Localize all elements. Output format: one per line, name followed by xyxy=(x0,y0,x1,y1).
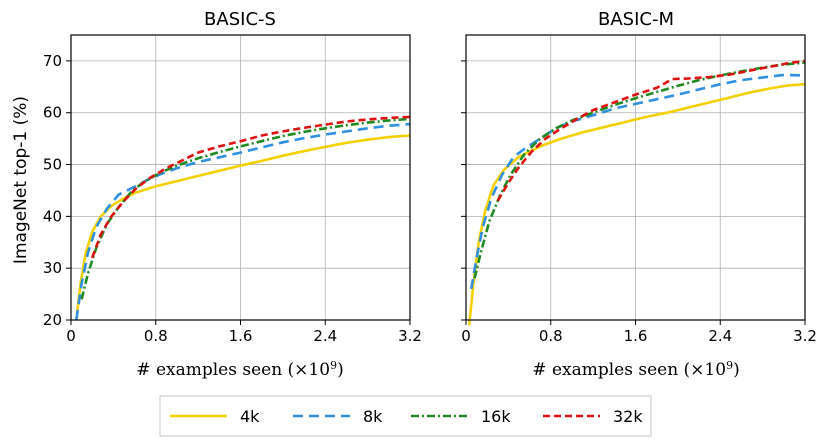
series-line-4k xyxy=(467,82,806,326)
y-tick-label: 30 xyxy=(43,259,62,277)
legend-label-16k: 16k xyxy=(481,407,511,426)
x-axis-label-basic-s: # examples seen (×109) xyxy=(136,359,343,381)
x-tick-label: 0.8 xyxy=(539,327,563,345)
series-line-4k xyxy=(75,134,411,321)
series-line-32k xyxy=(90,115,411,259)
series-layer xyxy=(467,59,806,326)
y-tick-label: 40 xyxy=(43,207,62,225)
x-tick-label: 3.2 xyxy=(398,327,422,345)
chart-panel-basic-s: BASIC-S 0 0.8 1.6 2.4 3.2 20 30 40 50 60 70 xyxy=(43,9,422,345)
x-tick-label: 1.6 xyxy=(624,327,648,345)
x-tick-label: 3.2 xyxy=(793,327,817,345)
x-axis-label-suffix: ) xyxy=(733,360,740,380)
series-line-32k xyxy=(496,59,806,202)
legend: 4k 8k 16k 32k xyxy=(159,395,652,437)
x-tick-label: 2.4 xyxy=(708,327,732,345)
axis-ticks: 0 0.8 1.6 2.4 3.2 20 30 40 50 60 70 xyxy=(43,52,422,345)
chart-title: BASIC-S xyxy=(204,9,276,30)
x-tick-label: 0 xyxy=(66,327,76,345)
x-tick-label: 0.8 xyxy=(144,327,168,345)
series-line-16k xyxy=(473,61,806,279)
x-axis-label-exponent: 9 xyxy=(330,359,337,372)
y-tick-label: 60 xyxy=(43,104,62,122)
legend-label-4k: 4k xyxy=(240,407,260,426)
x-tick-label: 1.6 xyxy=(229,327,253,345)
x-tick-label: 0 xyxy=(461,327,471,345)
y-axis-label: ImageNet top-1 (%) xyxy=(11,96,31,264)
y-tick-label: 20 xyxy=(43,311,62,329)
y-tick-label: 70 xyxy=(43,52,62,70)
axis-ticks: 0 0.8 1.6 2.4 3.2 xyxy=(461,60,817,345)
x-tick-label: 2.4 xyxy=(313,327,337,345)
series-line-16k xyxy=(80,117,411,300)
chart-panel-basic-m: BASIC-M 0 0.8 1.6 2.4 3.2 xyxy=(461,9,817,345)
x-axis-label-exponent: 9 xyxy=(726,359,733,372)
series-line-8k xyxy=(470,73,806,290)
x-axis-label-prefix: # examples seen (×10 xyxy=(532,360,726,380)
series-layer xyxy=(75,115,411,321)
x-axis-label-prefix: # examples seen (×10 xyxy=(136,360,330,380)
chart-title: BASIC-M xyxy=(598,9,674,30)
x-axis-label-suffix: ) xyxy=(337,360,344,380)
x-axis-label-basic-m: # examples seen (×109) xyxy=(532,359,739,381)
grid-lines xyxy=(465,35,806,321)
legend-label-32k: 32k xyxy=(613,407,643,426)
series-line-8k xyxy=(75,122,411,321)
grid-lines xyxy=(70,35,411,321)
legend-label-8k: 8k xyxy=(363,407,383,426)
y-tick-label: 50 xyxy=(43,156,62,174)
